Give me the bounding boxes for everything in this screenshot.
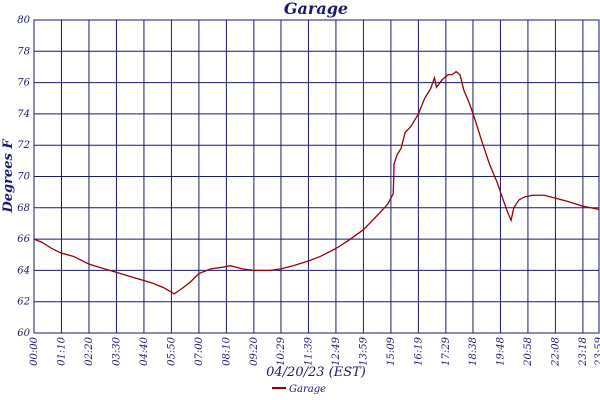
y-tick-label: 68 bbox=[17, 203, 30, 214]
y-tick-label: 74 bbox=[17, 109, 30, 120]
y-tick-label: 60 bbox=[17, 328, 30, 339]
chart-title: Garage bbox=[284, 0, 348, 18]
x-axis-label: 04/20/23 (EST) bbox=[266, 365, 366, 380]
y-tick-label: 72 bbox=[17, 140, 30, 151]
x-tick-label: 23:59 bbox=[594, 336, 600, 366]
x-tick-label: 11:39 bbox=[303, 336, 314, 365]
y-tick-label: 80 bbox=[17, 15, 30, 26]
y-axis-label: Degrees F bbox=[1, 139, 16, 214]
y-tick-label: 76 bbox=[17, 78, 30, 89]
x-tick-label: 13:59 bbox=[358, 336, 369, 365]
data-line bbox=[33, 70, 600, 295]
x-tick-label: 17:29 bbox=[441, 336, 452, 365]
x-tick-label: 00:00 bbox=[29, 336, 40, 365]
x-tick-label: 18:38 bbox=[468, 337, 479, 366]
x-tick-label: 02:20 bbox=[84, 336, 95, 365]
x-tick-label: 01:10 bbox=[56, 336, 67, 365]
x-tick-label: 05:50 bbox=[166, 336, 177, 365]
x-tick-label: 08:10 bbox=[221, 336, 232, 365]
y-tick-label: 66 bbox=[17, 234, 30, 245]
x-tick-label: 07:00 bbox=[194, 336, 205, 365]
y-tick-label: 78 bbox=[17, 46, 30, 57]
x-tick-label: 12:49 bbox=[331, 336, 342, 365]
x-tick-label: 04:40 bbox=[139, 336, 150, 365]
x-tick-label: 15:09 bbox=[386, 336, 397, 365]
x-tick-label: 19:48 bbox=[495, 337, 506, 366]
x-tick-label: 09:20 bbox=[249, 336, 260, 365]
x-tick-label: 03:30 bbox=[111, 336, 122, 365]
y-tick-label: 64 bbox=[17, 265, 30, 276]
x-tick-label: 20:58 bbox=[523, 337, 534, 367]
x-tick-label: 16:19 bbox=[413, 336, 424, 365]
x-tick-label: 22:08 bbox=[550, 337, 561, 367]
x-tick-label: 10:29 bbox=[276, 336, 287, 365]
y-tick-label: 70 bbox=[17, 172, 30, 183]
y-tick-label: 62 bbox=[17, 297, 30, 308]
x-tick-label: 23:18 bbox=[578, 337, 589, 367]
legend-label: Garage bbox=[289, 384, 326, 395]
